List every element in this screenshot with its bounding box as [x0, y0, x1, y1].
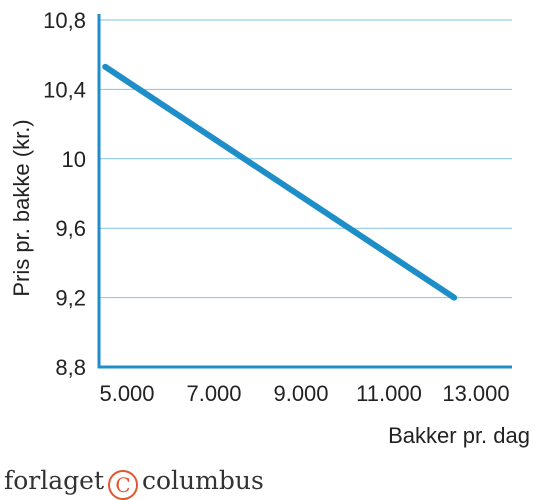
series [102, 63, 458, 301]
x-tick-label: 11.000 [356, 381, 422, 406]
series-line [102, 63, 458, 301]
axes [97, 14, 512, 369]
y-tick-label: 10,4 [43, 77, 86, 102]
y-axis-label: Pris pr. bakke (kr.) [9, 119, 34, 296]
x-tick-labels: 5.000 7.000 9.000 11.000 13.000 [99, 381, 509, 406]
x-axis-label: Bakker pr. dag [388, 423, 530, 448]
y-tick-label: 9,6 [55, 216, 86, 241]
y-tick-labels: 8,8 9,2 9,6 10 10,4 10,8 [43, 8, 86, 380]
x-tick-label: 5.000 [99, 381, 154, 406]
line-chart: 8,8 9,2 9,6 10 10,4 10,8 5.000 7.000 9.000 11.00… [9, 8, 530, 448]
gridlines [99, 19, 512, 299]
brand-right-text: columbus [142, 466, 264, 495]
brand-left-text: forlaget [4, 466, 104, 495]
y-tick-label: 9,2 [55, 286, 86, 311]
y-tick-label: 10,8 [43, 8, 86, 33]
copyright-logo-icon: C [108, 470, 138, 500]
y-tick-label: 8,8 [55, 355, 86, 380]
x-tick-label: 9.000 [273, 381, 328, 406]
x-tick-label: 7.000 [186, 381, 241, 406]
x-tick-label: 13.000 [442, 381, 509, 406]
y-tick-label: 10 [62, 147, 86, 172]
